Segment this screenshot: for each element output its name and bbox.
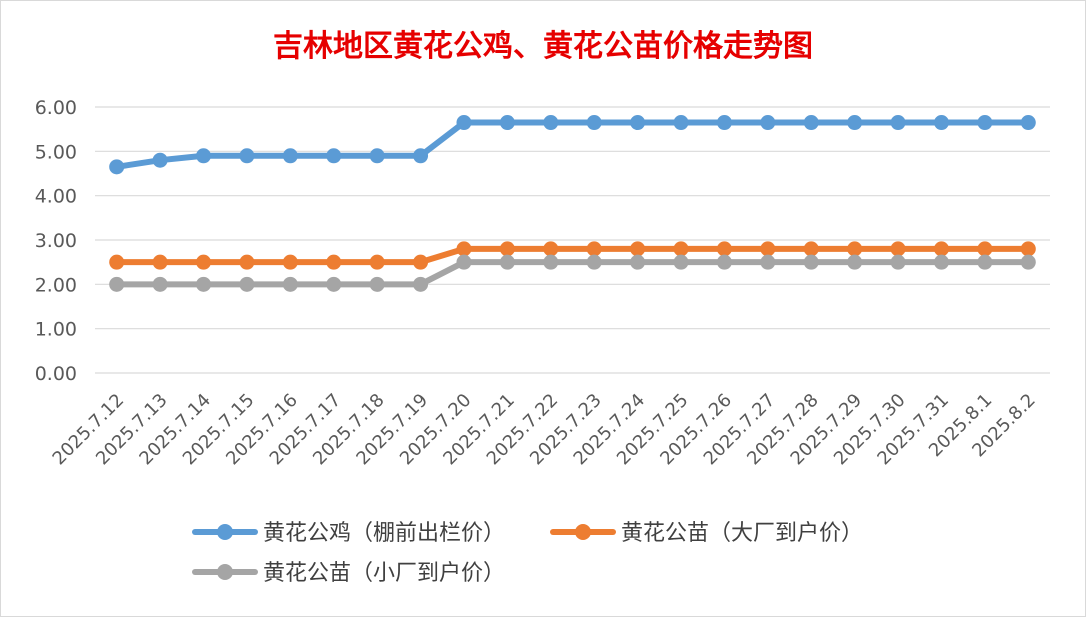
data-point [499,241,515,257]
y-tick-label: 4.00 [35,186,77,208]
series-1 [109,115,1036,175]
data-point [1020,241,1036,257]
data-point [890,241,906,257]
data-point [890,254,906,270]
data-point [673,241,689,257]
chart-title: 吉林地区黄花公鸡、黄花公苗价格走势图 [273,29,813,64]
data-point [803,241,819,257]
data-point [673,115,689,131]
series-2 [109,241,1036,270]
data-point [152,152,168,168]
y-tick-label: 5.00 [35,141,77,163]
data-point [716,115,732,131]
data-point [543,241,559,257]
legend-item: 黄花公鸡（棚前出栏价） [192,521,505,546]
data-point [326,276,342,292]
data-point [1020,254,1036,270]
series-line [113,245,1032,266]
legend-swatch-marker [217,524,233,540]
data-point [716,254,732,270]
data-point [456,241,472,257]
legend-label: 黄花公鸡（棚前出栏价） [263,521,505,546]
data-point [326,148,342,164]
y-tick-label: 1.00 [35,319,77,341]
data-point [239,254,255,270]
data-point [760,254,776,270]
data-point [1020,115,1036,131]
series-3 [109,254,1036,292]
data-point [630,241,646,257]
legend-item: 黄花公苗（大厂到户价） [550,521,863,546]
data-point [933,115,949,131]
data-point [109,276,125,292]
data-point [630,115,646,131]
data-point [716,241,732,257]
legend-label: 黄花公苗（大厂到户价） [621,521,863,546]
legend: 黄花公鸡（棚前出栏价） 黄花公苗（大厂到户价） 黄花公苗（小厂到户价） [192,521,863,586]
data-point [673,254,689,270]
data-point [803,115,819,131]
legend-label: 黄花公苗（小厂到户价） [263,561,505,586]
data-point [369,276,385,292]
data-point [499,115,515,131]
data-point [152,276,168,292]
data-point [977,115,993,131]
legend-swatch-marker [575,524,591,540]
data-point [499,254,515,270]
data-point [326,254,342,270]
legend-swatch-marker [217,564,233,580]
data-point [456,254,472,270]
data-point [977,241,993,257]
series-line [113,259,1032,288]
data-point [196,254,212,270]
data-point [413,254,429,270]
data-point [586,241,602,257]
data-point [369,254,385,270]
data-point [369,148,385,164]
data-point [282,276,298,292]
data-point [282,254,298,270]
data-point [109,159,125,175]
data-point [977,254,993,270]
y-tick-label: 6.00 [35,97,77,119]
data-point [543,254,559,270]
data-point [803,254,819,270]
data-point [282,148,298,164]
data-point [847,115,863,131]
data-point [847,254,863,270]
data-point [630,254,646,270]
data-point [456,115,472,131]
data-point [196,276,212,292]
data-point [239,276,255,292]
y-tick-label: 2.00 [35,274,77,296]
series-group [109,115,1036,292]
data-point [109,254,125,270]
data-point [196,148,212,164]
data-point [413,276,429,292]
data-point [890,115,906,131]
data-point [586,254,602,270]
data-point [413,148,429,164]
data-point [933,254,949,270]
data-point [760,115,776,131]
data-point [586,115,602,131]
y-tick-label: 0.00 [35,363,77,385]
data-point [760,241,776,257]
y-axis-ticks: 0.00 1.00 2.00 3.00 4.00 5.00 6.00 [35,97,77,385]
y-tick-label: 3.00 [35,230,77,252]
series-line [113,119,1032,170]
data-point [933,241,949,257]
data-point [152,254,168,270]
data-point [543,115,559,131]
data-point [239,148,255,164]
data-point [847,241,863,257]
legend-item: 黄花公苗（小厂到户价） [192,561,505,586]
